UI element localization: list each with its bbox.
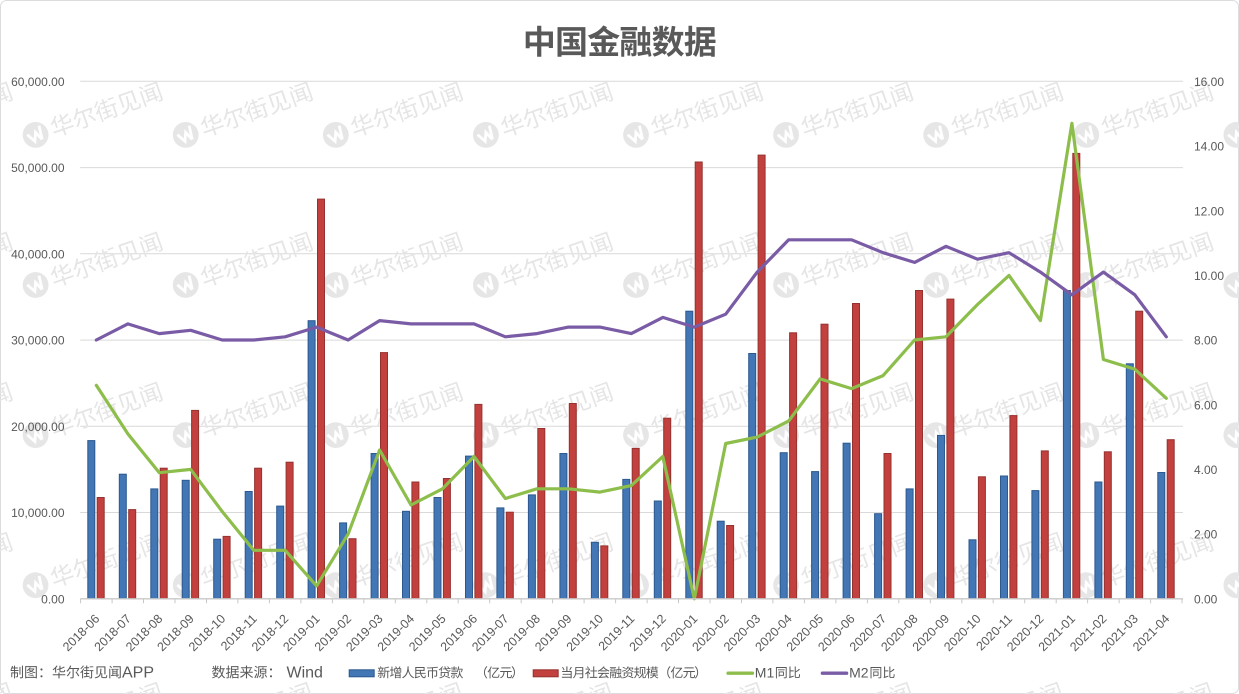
svg-text:APP: APP	[122, 664, 154, 681]
svg-text:12.00: 12.00	[1194, 204, 1224, 218]
svg-text:30,000.00: 30,000.00	[11, 334, 65, 348]
svg-text:4.00: 4.00	[1194, 463, 1218, 477]
svg-text:6.00: 6.00	[1194, 398, 1218, 412]
svg-text:14.00: 14.00	[1194, 140, 1224, 154]
svg-text:16.00: 16.00	[1194, 75, 1224, 89]
svg-text:20,000.00: 20,000.00	[11, 420, 65, 434]
svg-text:M1: M1	[755, 664, 775, 680]
svg-text:50,000.00: 50,000.00	[11, 161, 65, 175]
svg-text:10,000.00: 10,000.00	[11, 506, 65, 520]
svg-text:2.00: 2.00	[1194, 528, 1218, 542]
svg-text:60,000.00: 60,000.00	[11, 75, 65, 89]
svg-text:0.00: 0.00	[1194, 592, 1218, 606]
svg-text:40,000.00: 40,000.00	[11, 247, 65, 261]
svg-text:0.00: 0.00	[41, 592, 65, 606]
svg-text:8.00: 8.00	[1194, 334, 1218, 348]
svg-text:Wind: Wind	[287, 664, 323, 681]
svg-text:M2: M2	[849, 664, 869, 680]
svg-text:10.00: 10.00	[1194, 269, 1224, 283]
